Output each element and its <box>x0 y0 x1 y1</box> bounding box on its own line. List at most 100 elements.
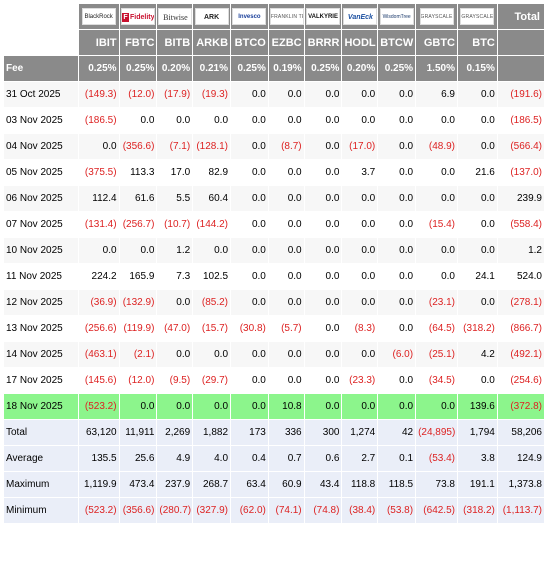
flow-cell: 0.0 <box>157 290 193 315</box>
flow-cell: (523.2) <box>78 394 119 419</box>
row-total: (866.7) <box>497 316 544 341</box>
flow-cell: (256.6) <box>78 316 119 341</box>
flow-cell: 0.0 <box>304 186 342 211</box>
flow-cell: (8.7) <box>268 134 304 159</box>
flow-cell: (2.1) <box>119 342 157 367</box>
stat-cell: 0.1 <box>378 446 416 471</box>
flow-cell: 0.0 <box>342 394 378 419</box>
flow-cell: 0.0 <box>304 238 342 263</box>
flow-cell: (17.9) <box>157 82 193 107</box>
issuer-logo-row: BlackRock F Fidelity Bitwise ARK Invesco … <box>4 4 544 29</box>
stat-cell: 0.7 <box>268 446 304 471</box>
flow-cell: 0.0 <box>231 368 268 393</box>
flow-cell: 0.0 <box>231 160 268 185</box>
fee-cell: 0.19% <box>268 56 304 81</box>
flow-cell: (48.9) <box>416 134 457 159</box>
flow-cell: 3.7 <box>342 160 378 185</box>
table-row: 17 Nov 2025 (145.6) (12.0) (9.5) (29.7) 0.0 0.… <box>4 368 544 393</box>
flow-cell: 0.0 <box>342 342 378 367</box>
stat-cell: (38.4) <box>342 498 378 523</box>
flow-cell: 5.5 <box>157 186 193 211</box>
flow-cell: 21.6 <box>457 160 497 185</box>
flow-cell: 0.0 <box>231 238 268 263</box>
stat-cell: 118.8 <box>342 472 378 497</box>
flow-cell: (256.7) <box>119 212 157 237</box>
stat-cell: 237.9 <box>157 472 193 497</box>
stat-label: Minimum <box>4 498 78 523</box>
row-date: 18 Nov 2025 <box>4 394 78 419</box>
flow-cell: 0.0 <box>268 368 304 393</box>
row-date: 10 Nov 2025 <box>4 238 78 263</box>
flow-cell: 0.0 <box>268 212 304 237</box>
flow-cell: 0.0 <box>119 238 157 263</box>
stat-cell: (62.0) <box>231 498 268 523</box>
fee-cell: 0.21% <box>193 56 231 81</box>
stat-cell: 1,794 <box>457 420 497 445</box>
fee-cell: 0.25% <box>119 56 157 81</box>
flow-cell: (128.1) <box>193 134 231 159</box>
etf-flows-table: BlackRock F Fidelity Bitwise ARK Invesco … <box>3 3 545 524</box>
flow-cell: 0.0 <box>342 82 378 107</box>
stat-cell: 3.8 <box>457 446 497 471</box>
flow-cell: 0.0 <box>268 82 304 107</box>
flow-cell: 1.2 <box>157 238 193 263</box>
flow-cell: (47.0) <box>157 316 193 341</box>
flow-cell: 0.0 <box>268 342 304 367</box>
stat-total: 124.9 <box>497 446 544 471</box>
row-total: 239.9 <box>497 186 544 211</box>
flow-cell: 0.0 <box>416 160 457 185</box>
stat-cell: 63.4 <box>231 472 268 497</box>
flow-cell: (17.0) <box>342 134 378 159</box>
flow-cell: 0.0 <box>378 368 416 393</box>
flow-cell: 0.0 <box>304 108 342 133</box>
fee-cell: 0.25% <box>78 56 119 81</box>
flow-cell: 0.0 <box>268 108 304 133</box>
flow-cell: (36.9) <box>78 290 119 315</box>
flow-cell: 0.0 <box>78 134 119 159</box>
flow-cell: 17.0 <box>157 160 193 185</box>
ticker-gbtc: GBTC <box>416 30 457 55</box>
stat-cell: (318.2) <box>457 498 497 523</box>
flow-cell: 0.0 <box>457 368 497 393</box>
row-date: 04 Nov 2025 <box>4 134 78 159</box>
stat-cell: 0.4 <box>231 446 268 471</box>
row-total: (186.5) <box>497 108 544 133</box>
flow-cell: (30.8) <box>231 316 268 341</box>
vaneck-logo-icon: VanEck <box>343 8 378 25</box>
total-column-header: Total <box>497 4 544 29</box>
stat-label: Average <box>4 446 78 471</box>
row-total: (492.1) <box>497 342 544 367</box>
stat-cell: (327.9) <box>193 498 231 523</box>
flow-cell: (6.0) <box>378 342 416 367</box>
stat-cell: 173 <box>231 420 268 445</box>
flow-cell: 0.0 <box>304 160 342 185</box>
flow-data-body: 31 Oct 2025 (149.3) (12.0) (17.9) (19.3) 0.0 0… <box>4 82 544 419</box>
flow-cell: 0.0 <box>304 212 342 237</box>
flow-cell: 0.0 <box>119 108 157 133</box>
stat-label: Total <box>4 420 78 445</box>
table-row: 05 Nov 2025 (375.5) 113.3 17.0 82.9 0.0 0.0 0.0… <box>4 160 544 185</box>
stat-cell: 2,269 <box>157 420 193 445</box>
ticker-fbtc: FBTC <box>119 30 157 55</box>
flow-cell: (5.7) <box>268 316 304 341</box>
flow-cell: 0.0 <box>342 186 378 211</box>
flow-cell: 0.0 <box>268 186 304 211</box>
blackrock-logo-icon: BlackRock <box>81 8 116 25</box>
table-row: 10 Nov 2025 0.0 0.0 1.2 0.0 0.0 0.0 0.0 0.0 0.0 0.… <box>4 238 544 263</box>
grayscale-mini-logo-icon: GRAYSCALE <box>460 8 495 25</box>
flow-cell: (19.3) <box>193 82 231 107</box>
flow-cell: (145.6) <box>78 368 119 393</box>
flow-cell: (131.4) <box>78 212 119 237</box>
flow-cell: 0.0 <box>457 186 497 211</box>
stat-row: Average 135.5 25.6 4.9 4.0 0.4 0.7 0.6 2.7 0.1 (53… <box>4 446 544 471</box>
flow-cell: 0.0 <box>231 134 268 159</box>
flow-cell: 61.6 <box>119 186 157 211</box>
flow-cell: 0.0 <box>416 186 457 211</box>
flow-cell: (132.9) <box>119 290 157 315</box>
flow-cell: 0.0 <box>304 368 342 393</box>
flow-cell: 0.0 <box>231 264 268 289</box>
row-total: (566.4) <box>497 134 544 159</box>
flow-cell: (375.5) <box>78 160 119 185</box>
flow-cell: (15.7) <box>193 316 231 341</box>
flow-cell: 0.0 <box>119 394 157 419</box>
